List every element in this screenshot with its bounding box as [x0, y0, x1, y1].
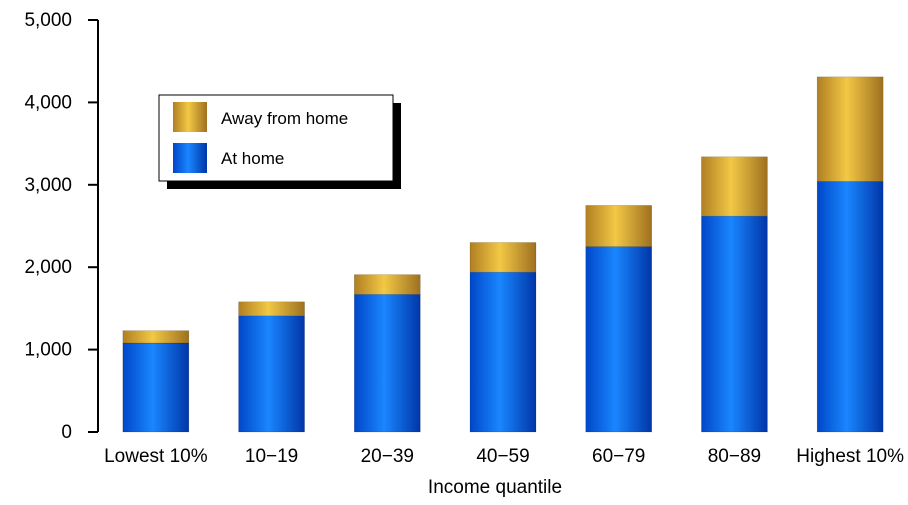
y-tick-label: 1,000	[24, 340, 72, 361]
bar-at-home	[585, 246, 652, 433]
legend-label-away-from-home: Away from home	[221, 109, 348, 128]
y-tick-label: 4,000	[24, 92, 72, 113]
bar-at-home	[238, 315, 305, 433]
bar-at-home	[122, 342, 190, 433]
y-tick-label: 3,000	[24, 175, 72, 196]
bar-away-from-home	[238, 301, 305, 317]
bar-away-from-home	[701, 156, 768, 217]
legend-swatch-at-home	[173, 143, 207, 173]
legend-label-at-home: At home	[221, 149, 284, 168]
y-tick-label: 2,000	[24, 257, 72, 278]
bar-at-home	[816, 181, 884, 433]
bar-at-home	[354, 294, 421, 433]
x-tick-label: 80−89	[708, 446, 761, 467]
bar-away-from-home	[469, 242, 537, 273]
bars-layer	[122, 76, 884, 433]
bar-away-from-home	[585, 205, 652, 247]
y-tick-label: 5,000	[24, 10, 72, 31]
x-tick-label: Highest 10%	[796, 446, 904, 467]
x-tick-label: Lowest 10%	[104, 446, 208, 467]
bar-away-from-home	[816, 76, 884, 182]
y-tick-label: 0	[61, 422, 72, 443]
bar-at-home	[469, 271, 537, 433]
x-tick-label: 40−59	[476, 446, 529, 467]
x-tick-label: 10−19	[245, 446, 298, 467]
bar-away-from-home	[122, 330, 190, 344]
legend-swatch-away-from-home	[173, 102, 207, 132]
legend: Away from home At home	[158, 94, 401, 189]
bar-away-from-home	[354, 274, 421, 295]
x-tick-label: 20−39	[361, 446, 414, 467]
x-axis-label: Income quantile	[428, 477, 562, 498]
axes-layer: 0 1,000 2,000 3,000 4,000 5,000 Lowest 10% 10−1…	[24, 10, 904, 467]
bar-at-home	[701, 215, 768, 433]
x-tick-label: 60−79	[592, 446, 645, 467]
